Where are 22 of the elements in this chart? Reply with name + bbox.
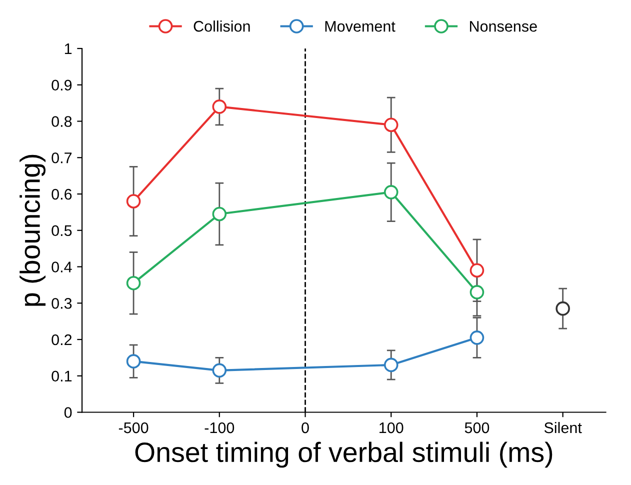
y-tick-label: 0.5 [52, 225, 72, 236]
y-tick-label: 0 [64, 407, 72, 418]
legend-label: Collision [194, 20, 250, 32]
y-axis-title: p (bouncing) [20, 154, 46, 306]
x-tick-label: -100 [204, 422, 234, 434]
y-tick-label: 0.8 [52, 116, 72, 127]
x-tick-label: -500 [118, 422, 148, 434]
x-tick-label: Silent [544, 422, 582, 434]
x-tick-label: 500 [464, 422, 490, 434]
y-tick-label: 0.3 [52, 298, 72, 309]
y-tick-label: 0.2 [52, 334, 72, 346]
x-tick-label: 100 [380, 422, 404, 434]
x-tick-label: 0 [302, 422, 309, 434]
y-tick-label: 0.1 [52, 370, 72, 382]
y-tick-label: 0.7 [52, 152, 72, 164]
legend-label: Nonsense [470, 21, 537, 32]
y-tick-label: 1 [64, 44, 72, 54]
y-tick-label: 0.6 [52, 188, 72, 200]
legend-label: Movement [325, 21, 396, 32]
x-axis-title: Onset timing of verbal stimuli (ms) [135, 442, 552, 468]
y-tick-label: 0.4 [52, 262, 72, 272]
y-tick-label: 0.9 [52, 80, 72, 91]
